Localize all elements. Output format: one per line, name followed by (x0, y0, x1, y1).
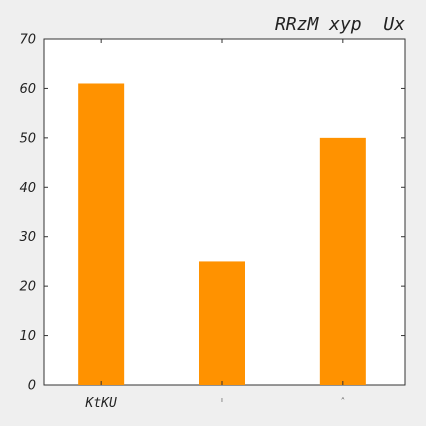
bar-1 (199, 261, 245, 385)
y-tick-label-7: 70 (19, 33, 36, 48)
chart-title: RRzM xyp Ux (275, 14, 405, 35)
y-tick-label-1: 10 (19, 329, 36, 344)
x-axis-ticks: KtKU ı ᴬ (85, 39, 344, 411)
y-axis-ticks: 0 10 20 30 40 50 60 70 (19, 33, 405, 394)
bar-0 (78, 83, 125, 385)
y-tick-label-3: 30 (19, 230, 36, 245)
x-tick-label-1: ı (221, 396, 223, 404)
y-tick-label-0: 0 (28, 379, 36, 394)
bar-2 (319, 137, 366, 385)
y-tick-label-2: 20 (19, 280, 36, 295)
y-tick-label-5: 50 (19, 131, 36, 146)
y-tick-label-4: 40 (19, 181, 36, 196)
y-tick-label-6: 60 (19, 82, 36, 97)
bars-group (78, 83, 366, 385)
x-tick-label-2: ᴬ (341, 396, 344, 404)
x-tick-label-0: KtKU (85, 396, 117, 411)
